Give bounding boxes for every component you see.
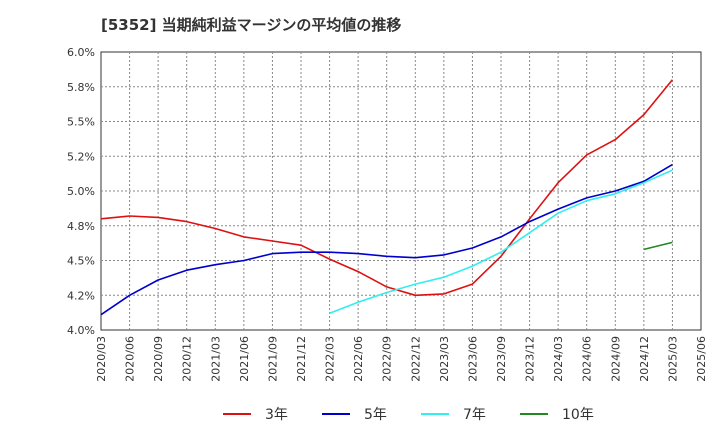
- x-tick-label: 2020/09: [152, 336, 165, 382]
- legend-label: 5年: [364, 407, 387, 423]
- x-tick-label: 2025/06: [695, 336, 708, 382]
- y-tick-label: 4.8%: [67, 220, 95, 233]
- x-tick-label: 2021/12: [295, 336, 308, 382]
- x-tick-label: 2024/06: [581, 336, 594, 382]
- series-line-0: [100, 79, 674, 297]
- x-axis: 2020/03 2020/06 2020/09 2020/12 2021/03 2021/…: [95, 336, 708, 382]
- x-tick-label: 2020/06: [124, 336, 137, 382]
- x-tick-label: 2023/06: [466, 336, 479, 382]
- series-line-2: [329, 169, 673, 315]
- x-tick-label: 2024/12: [638, 336, 651, 382]
- x-tick-label: 2024/03: [552, 336, 565, 382]
- y-tick-label: 6.0%: [67, 46, 95, 59]
- x-tick-label: 2021/06: [238, 336, 251, 382]
- x-tick-label: 2020/12: [181, 336, 194, 382]
- x-tick-label: 2022/12: [409, 336, 422, 382]
- x-tick-label: 2020/03: [95, 336, 108, 382]
- legend-label: 10年: [562, 407, 594, 423]
- y-tick-label: 4.2%: [67, 289, 95, 302]
- legend-label: 3年: [265, 407, 288, 423]
- series-line-1: [100, 163, 673, 316]
- chart-title: [5352] 当期純利益マージンの平均値の推移: [101, 16, 402, 34]
- y-tick-label: 4.0%: [67, 324, 95, 337]
- y-tick-label: 4.5%: [67, 255, 95, 268]
- x-tick-label: 2024/09: [609, 336, 622, 382]
- series-lines: [100, 79, 674, 316]
- legend: 3年 5年 7年 10年: [223, 407, 594, 423]
- x-tick-label: 2023/09: [495, 336, 508, 382]
- x-tick-label: 2025/03: [666, 336, 679, 382]
- x-tick-label: 2021/03: [209, 336, 222, 382]
- y-axis: 6.0% 5.8% 5.5% 5.2% 5.0% 4.8% 4.5% 4.2% 4.0%: [67, 46, 95, 337]
- x-tick-label: 2022/09: [381, 336, 394, 382]
- legend-label: 7年: [463, 407, 486, 423]
- x-tick-label: 2021/09: [266, 336, 279, 382]
- series-line-3: [643, 241, 673, 251]
- y-tick-label: 5.8%: [67, 81, 95, 94]
- x-tick-label: 2022/06: [352, 336, 365, 382]
- y-tick-label: 5.5%: [67, 116, 95, 129]
- x-tick-label: 2023/03: [438, 336, 451, 382]
- x-tick-label: 2023/12: [524, 336, 537, 382]
- y-tick-label: 5.0%: [67, 185, 95, 198]
- y-tick-label: 5.2%: [67, 150, 95, 163]
- x-tick-label: 2022/03: [324, 336, 337, 382]
